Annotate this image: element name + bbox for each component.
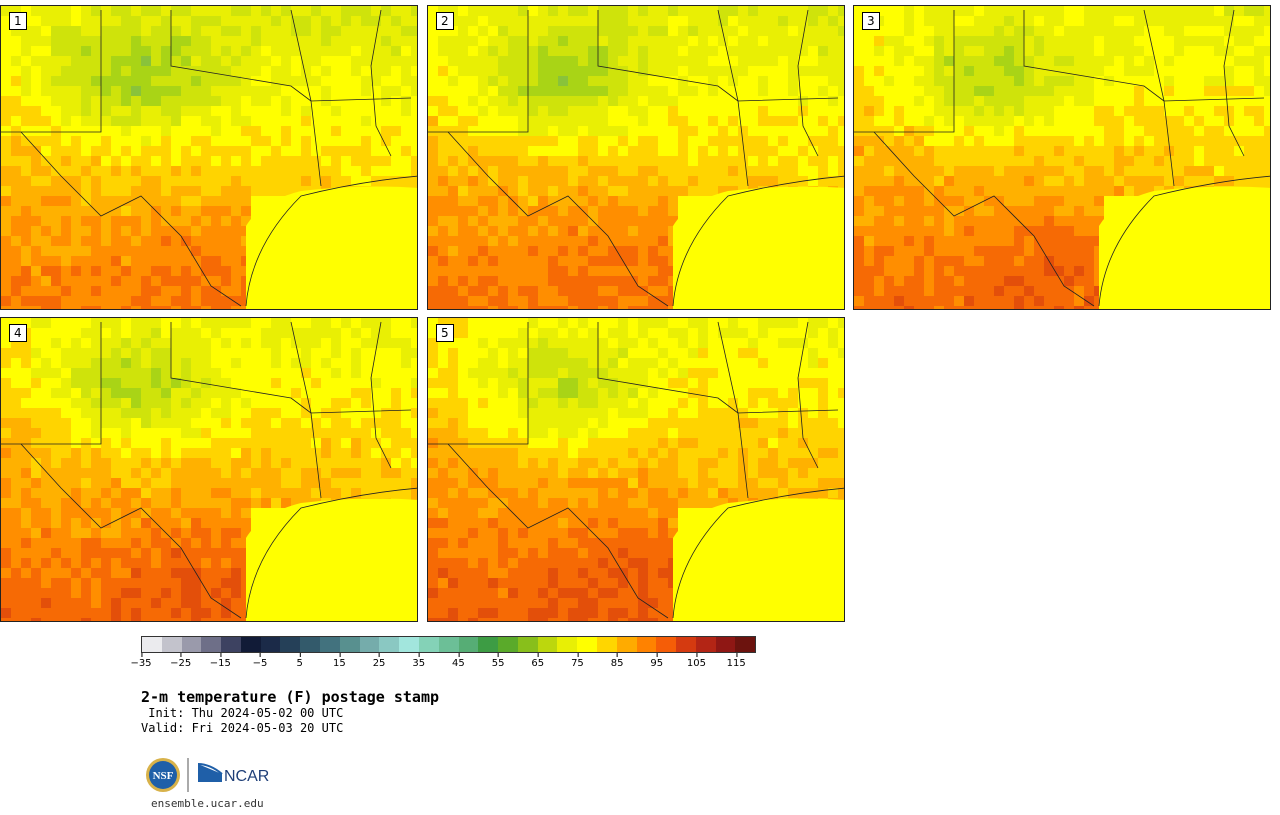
panel-label: 4 [9,324,27,342]
temperature-map-1 [1,6,417,309]
panel-label: 3 [862,12,880,30]
colorbar-swatch [577,637,597,652]
colorbar-swatch [735,637,756,652]
colorbar-swatch [320,637,340,652]
colorbar-swatch [695,637,716,652]
init-time: Init: Thu 2024-05-02 00 UTC [141,706,344,720]
colorbar-swatch [656,637,677,652]
panel-label: 2 [436,12,454,30]
website-link[interactable]: ensemble.ucar.edu [151,797,264,810]
colorbar-tick-label: −25 [170,653,191,669]
colorbar-tick-label: −35 [130,653,152,669]
colorbar-swatch [161,637,182,652]
colorbar-tick-label: −5 [253,653,267,669]
colorbar-tick-label: 85 [611,653,623,669]
temperature-map-4 [1,318,417,621]
colorbar-tick-label: −15 [210,653,231,669]
colorbar-tick-label: 95 [650,653,663,669]
panel-4: 4 [0,317,418,622]
colorbar-swatch [715,637,736,652]
colorbar-swatch [260,637,281,652]
colorbar-swatch [201,637,222,652]
colorbar-swatch [498,637,518,652]
colorbar [141,636,756,653]
logos: NSF NCAR [146,758,269,792]
temperature-map-5 [428,318,844,621]
colorbar-tick-label: 35 [412,653,425,669]
colorbar-tick-label: 115 [727,653,746,669]
colorbar-tick-label: 15 [333,653,346,669]
temperature-map-3 [854,6,1270,309]
colorbar-swatch [438,637,459,652]
colorbar-swatch [458,637,479,652]
nsf-logo-icon: NSF [146,758,180,792]
colorbar-tick-label: 45 [452,653,465,669]
panel-2: 2 [427,5,845,310]
colorbar-swatch [240,637,261,652]
colorbar-swatch [616,637,637,652]
figure-title: 2-m temperature (F) postage stamp [141,688,440,706]
panel-5: 5 [427,317,845,622]
panel-label: 5 [436,324,454,342]
colorbar-tick-label: 55 [492,653,504,669]
colorbar-swatch [537,637,558,652]
panel-3: 3 [853,5,1271,310]
colorbar-swatch [478,637,499,652]
colorbar-swatch [676,637,696,652]
colorbar-ticks: −35 −25 −15 −5 5 15 25 35 45 55 65 75 85 95 105 115 [130,653,756,673]
colorbar-swatch [399,637,419,652]
colorbar-tick-label: 5 [297,653,303,669]
colorbar-tick-label: 105 [687,653,706,669]
colorbar-swatch [359,637,380,652]
colorbar-swatch [339,637,360,652]
colorbar-swatch [596,637,617,652]
colorbar-tick-label: 25 [373,653,385,669]
colorbar-swatch [418,637,439,652]
valid-time: Valid: Fri 2024-05-03 20 UTC [141,721,344,735]
colorbar-swatch [142,637,162,652]
colorbar-swatch [557,637,578,652]
temperature-map-2 [428,6,844,309]
panel-label: 1 [9,12,27,30]
colorbar-swatch [379,637,400,652]
panel-1: 1 [0,5,418,310]
colorbar-swatch [636,637,657,652]
colorbar-swatch [517,637,538,652]
colorbar-swatch [221,637,241,652]
ncar-logo-icon: NCAR [197,763,269,785]
colorbar-tick-label: 75 [571,653,584,669]
colorbar-swatch [300,637,321,652]
colorbar-tick-label: 65 [531,653,544,669]
colorbar-swatch [280,637,301,652]
colorbar-swatch [181,637,202,652]
